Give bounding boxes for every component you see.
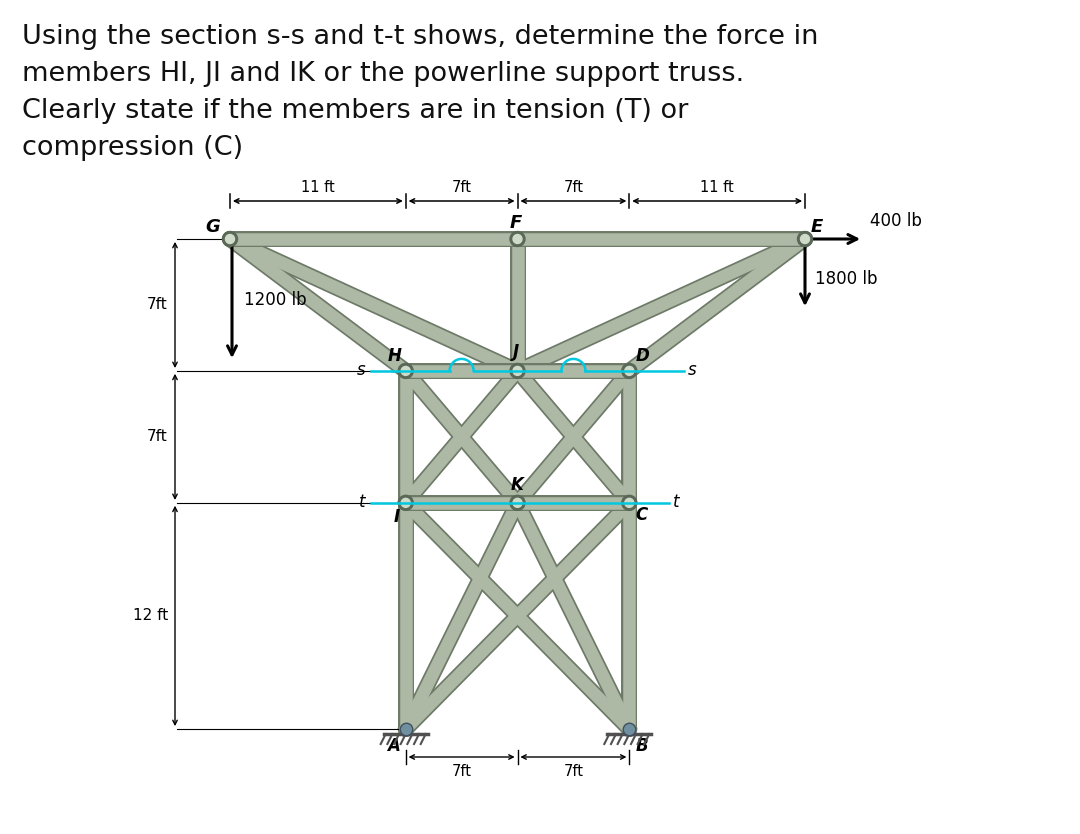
Circle shape [625,366,634,375]
Text: s: s [357,361,366,379]
Text: 12 ft: 12 ft [133,609,168,624]
Text: 400 lb: 400 lb [870,212,922,230]
Text: 7ft: 7ft [564,764,583,779]
Text: D: D [635,347,649,365]
Circle shape [510,364,525,379]
Circle shape [226,234,234,244]
Circle shape [401,366,410,375]
Text: A: A [387,737,400,755]
Text: I: I [393,508,400,526]
Circle shape [513,499,522,507]
Circle shape [800,234,810,244]
Circle shape [625,499,634,507]
Text: Using the section s-s and t-t shows, determine the force in
members HI, JI and I: Using the section s-s and t-t shows, det… [22,24,819,161]
Text: G: G [205,218,220,236]
Circle shape [622,364,637,379]
Text: t: t [673,493,679,511]
Text: C: C [635,506,648,524]
Text: K: K [511,476,524,494]
Text: s: s [688,361,697,379]
Circle shape [399,495,414,510]
Circle shape [513,366,522,375]
Text: F: F [510,214,522,232]
Text: 11 ft: 11 ft [301,180,335,195]
Circle shape [399,364,414,379]
Text: t: t [360,493,366,511]
Text: 11 ft: 11 ft [700,180,734,195]
Circle shape [797,232,812,247]
Text: 7ft: 7ft [564,180,583,195]
Text: 7ft: 7ft [451,764,472,779]
Circle shape [510,495,525,510]
Circle shape [622,495,637,510]
Text: 7ft: 7ft [451,180,472,195]
Text: B: B [635,737,648,755]
Text: H: H [388,347,402,365]
Text: J: J [512,343,518,361]
Text: 1200 lb: 1200 lb [244,291,307,309]
Circle shape [401,499,410,507]
Text: E: E [811,218,823,236]
Text: 1800 lb: 1800 lb [815,270,877,288]
Circle shape [510,232,525,247]
Text: 7ft: 7ft [147,430,168,445]
Circle shape [222,232,238,247]
Circle shape [513,234,522,244]
Text: 7ft: 7ft [147,298,168,313]
